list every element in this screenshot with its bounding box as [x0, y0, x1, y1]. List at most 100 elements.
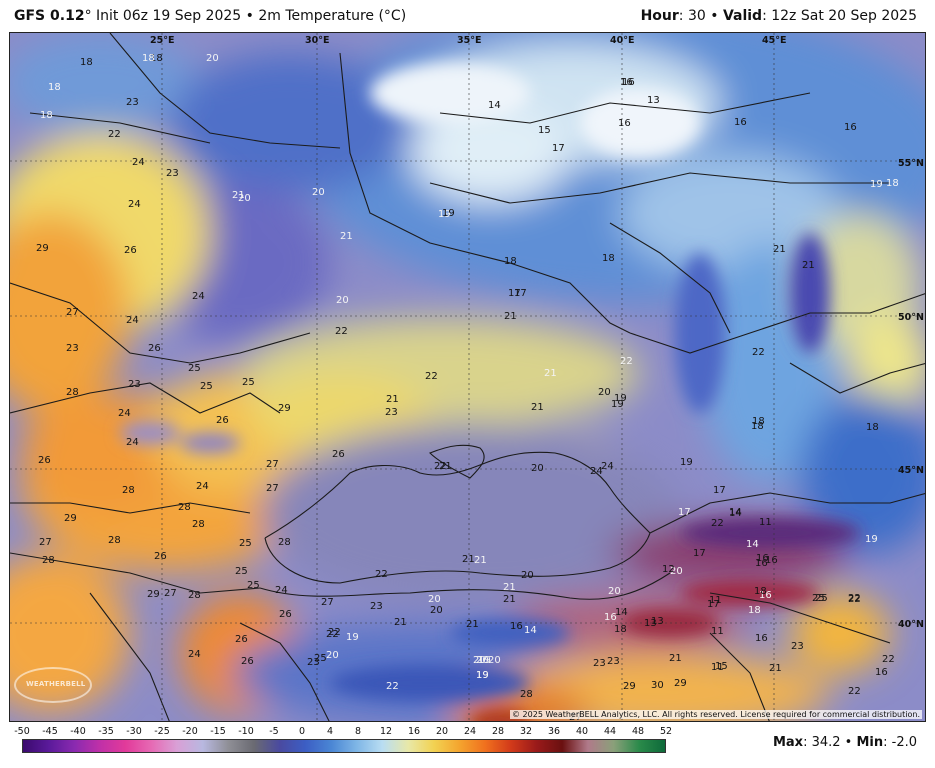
temperature-label: 28 [122, 485, 135, 496]
temperature-label: 21 [439, 461, 452, 472]
legend-tick: -35 [98, 726, 114, 737]
temperature-label: 26 [124, 245, 137, 256]
legend-tick: -15 [210, 726, 226, 737]
temperature-label: 24 [118, 408, 131, 419]
temperature-label: 14 [729, 507, 742, 518]
lon-label: 45°E [762, 35, 786, 46]
temperature-label: 23 [791, 641, 804, 652]
legend-tick: 12 [379, 726, 393, 737]
temperature-label: 21 [773, 244, 786, 255]
temperature-label: 14 [488, 100, 501, 111]
legend-tick: 20 [435, 726, 449, 737]
color-legend: -50 -45 -40 -35 -30 -25 -20 -15 -10 -5 0 4 8 12 16 20 24… [10, 726, 690, 764]
lon-label: 35°E [457, 35, 481, 46]
temperature-label: 16 [844, 122, 857, 133]
temperature-label: 21 [340, 231, 353, 242]
temperature-label: 13 [644, 618, 657, 629]
temperature-label: 22 [882, 654, 895, 665]
legend-tick: 40 [575, 726, 589, 737]
temperature-label: 21 [394, 617, 407, 628]
temperature-label: 20 [326, 650, 339, 661]
lon-label: 40°E [610, 35, 634, 46]
temperature-label: 19 [865, 534, 878, 545]
temperature-label: 30 [651, 680, 664, 691]
temperature-label: 29 [36, 243, 49, 254]
temperature-label: 22 [620, 356, 633, 367]
temperature-label: 22 [848, 593, 861, 604]
temperature-detail [120, 63, 860, 721]
min-label: Min [856, 735, 884, 750]
temperature-label: 13 [647, 95, 660, 106]
temperature-label: 19 [476, 670, 489, 681]
temperature-label: 22 [425, 371, 438, 382]
temperature-label: 21 [466, 619, 479, 630]
legend-tick: -30 [126, 726, 142, 737]
weatherbell-logo: WEATHERBELL [14, 667, 92, 703]
valid-label: Valid [722, 8, 763, 24]
legend-tick: 28 [491, 726, 505, 737]
temperature-label: 12 [662, 564, 675, 575]
color-bar [22, 739, 666, 753]
temperature-label: 27 [266, 483, 279, 494]
temperature-label: 16 [756, 553, 769, 564]
temperature-label: 24 [275, 585, 288, 596]
legend-tick: 36 [547, 726, 561, 737]
temperature-label: 11 [711, 662, 724, 673]
legend-tick: -10 [238, 726, 254, 737]
temperature-label: 24 [126, 315, 139, 326]
temperature-label: 19 [611, 399, 624, 410]
temperature-label: 29 [278, 403, 291, 414]
temperature-label: 21 [474, 555, 487, 566]
temperature-label: 29 [674, 678, 687, 689]
temperature-label: 21 [386, 394, 399, 405]
temperature-label: 21 [504, 311, 517, 322]
temperature-label: 25 [247, 580, 260, 591]
temperature-label: 17 [713, 485, 726, 496]
lon-label: 30°E [305, 35, 329, 46]
temperature-label: 22 [848, 594, 861, 605]
temperature-label: 22 [848, 686, 861, 697]
max-min-stats: Max: 34.2 • Min: -2.0 [773, 735, 917, 750]
temperature-label: 24 [192, 291, 205, 302]
temperature-label: 20 [670, 566, 683, 577]
temperature-label: 14 [615, 607, 628, 618]
temperature-label: 25 [235, 566, 248, 577]
temperature-label: 23 [385, 407, 398, 418]
temperature-label: 25 [815, 593, 828, 604]
temperature-label: 18 [754, 586, 767, 597]
latitude-labels: 55°N 50°N 45°N 40°N [898, 158, 924, 630]
temperature-label: 11 [711, 626, 724, 637]
temperature-label: 26 [241, 656, 254, 667]
lat-label: 40°N [898, 619, 924, 630]
temperature-label: 11 [709, 595, 722, 606]
temperature-label: 28 [108, 535, 121, 546]
legend-tick: 8 [354, 726, 362, 737]
temperature-label: 24 [128, 199, 141, 210]
temperature-label: 24 [590, 466, 603, 477]
temperature-label: 20 [531, 463, 544, 474]
temperature-label: 18 [504, 256, 517, 267]
temperature-label: 24 [196, 481, 209, 492]
temperature-label: 17 [514, 288, 527, 299]
temperature-label: 19 [476, 670, 489, 681]
temperature-label: 20 [473, 655, 486, 666]
temperature-label: 21 [503, 582, 516, 593]
temperature-map[interactable]: 25°E 30°E 35°E 40°E 45°E 55°N 50°N 45°N … [9, 32, 926, 722]
temperature-label: 21 [544, 368, 557, 379]
temperature-label: 24 [126, 437, 139, 448]
temperature-label: 22 [335, 326, 348, 337]
max-label: Max [772, 735, 804, 750]
temperature-label: 16 [759, 590, 772, 601]
temperature-label: 19 [614, 393, 627, 404]
model-title: GFS 0.12° Init 06z 19 Sep 2025 • 2m Temp… [14, 8, 406, 24]
temperature-label: 26 [235, 634, 248, 645]
legend-tick: 4 [326, 726, 334, 737]
hour-label: Hour [640, 8, 679, 24]
max-value: : 34.2 • [803, 735, 857, 750]
temperature-label: 20 [428, 594, 441, 605]
temperature-label: 22 [711, 518, 724, 529]
temperature-label: 20 [608, 586, 621, 597]
temperature-label: 21 [462, 554, 475, 565]
temperature-label: 21 [669, 653, 682, 664]
